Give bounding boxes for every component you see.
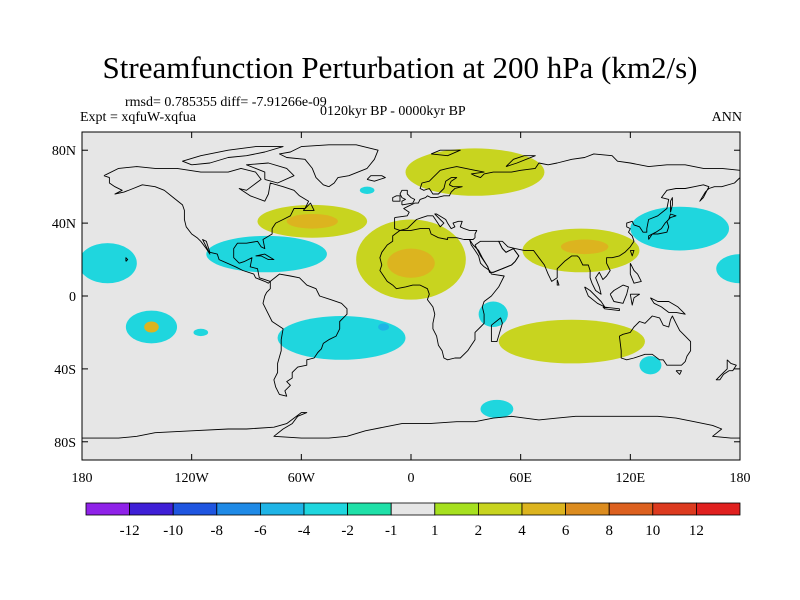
x-tick-label: 120W bbox=[175, 471, 210, 486]
contour-southern-ocean-low bbox=[480, 399, 514, 419]
colorbar-swatch bbox=[85, 502, 130, 516]
svalbard-coastline bbox=[430, 149, 461, 157]
contour-australia-low bbox=[639, 356, 662, 375]
colorbar-label: -4 bbox=[298, 523, 311, 539]
colorbar-label: -1 bbox=[385, 523, 398, 539]
y-tick-label: 40S bbox=[54, 363, 76, 378]
chart-title: Streamfunction Perturbation at 200 hPa (… bbox=[102, 50, 698, 85]
tasmania-coastline bbox=[675, 370, 682, 375]
sri-lanka-coastline bbox=[556, 279, 560, 286]
new-zealand-coastline bbox=[715, 359, 737, 381]
contour-west-pacific-low bbox=[630, 206, 730, 251]
experiment-label: Expt = xqfuW-xqfua bbox=[80, 110, 196, 125]
new-guinea-coastline bbox=[650, 297, 686, 315]
x-tick-label: 0 bbox=[408, 471, 415, 486]
colorbar-label: -10 bbox=[163, 523, 183, 539]
colorbar-swatch bbox=[216, 502, 261, 516]
period-label: 0120kyr BP - 0000kyr BP bbox=[320, 104, 466, 119]
colorbar-swatch bbox=[434, 502, 479, 516]
java-coastline bbox=[602, 306, 620, 312]
colorbar-swatch bbox=[696, 502, 741, 516]
x-tick-label: 60E bbox=[509, 471, 532, 486]
iceland-coastline bbox=[366, 175, 386, 182]
contour-southern-indian-ocean-high bbox=[498, 319, 645, 364]
colorbar-swatch bbox=[608, 502, 654, 516]
sakhalin-coastline bbox=[670, 197, 673, 213]
philippines-coastline bbox=[629, 262, 642, 284]
colorbar-swatch bbox=[347, 502, 392, 516]
eurasia-coastline bbox=[394, 153, 740, 295]
y-tick-label: 40N bbox=[52, 217, 76, 232]
arabia-coastline bbox=[474, 240, 520, 273]
x-tick-label: 180 bbox=[72, 471, 93, 486]
colorbar-swatch bbox=[259, 502, 305, 516]
colorbar: -12 -10 -8 -6 -4 -2 -1 1 2 4 6 8 10 12 bbox=[85, 502, 741, 539]
y-tick-label: 0 bbox=[69, 290, 76, 305]
colorbar-swatch bbox=[521, 502, 566, 516]
ireland-coastline bbox=[392, 195, 401, 202]
colorbar-label: -8 bbox=[211, 523, 224, 539]
colorbar-swatch bbox=[129, 502, 174, 516]
newfoundland-coastline bbox=[302, 202, 315, 211]
baffin-island-coastline bbox=[246, 162, 295, 184]
contour-south-atlantic-low-core bbox=[378, 323, 390, 331]
colorbar-swatch bbox=[303, 502, 348, 516]
contour-central-pacific-low bbox=[82, 243, 137, 284]
stats-text: rmsd= 0.785355 diff= -7.91266e-09 bbox=[125, 95, 327, 110]
colorbar-label: 6 bbox=[562, 523, 570, 539]
contour-layer bbox=[82, 148, 740, 419]
borneo-coastline bbox=[609, 284, 629, 304]
colorbar-swatch bbox=[172, 502, 218, 516]
colorbar-swatch bbox=[477, 502, 523, 516]
contour-northeast-pacific-low bbox=[716, 254, 740, 284]
x-tick-label: 180 bbox=[730, 471, 751, 486]
colorbar-label: 10 bbox=[645, 523, 660, 539]
colorbar-label: -6 bbox=[254, 523, 267, 539]
colorbar-swatch bbox=[390, 502, 436, 516]
contour-south-asia-high-core bbox=[560, 239, 609, 255]
novaya-zemlya-coastline bbox=[505, 155, 536, 168]
arctic-islands-coastline bbox=[182, 146, 284, 166]
contour-north-africa-high-core bbox=[387, 248, 435, 278]
uk-coastline bbox=[399, 189, 416, 206]
madagascar-coastline bbox=[490, 317, 503, 343]
contour-south-pacific-high-core bbox=[144, 321, 159, 333]
south-america-coastline bbox=[262, 273, 348, 397]
colorbar-label: 8 bbox=[605, 523, 613, 539]
colorbar-swatch bbox=[652, 502, 697, 516]
contour-pacific-small-low bbox=[193, 328, 209, 337]
x-tick-label: 120E bbox=[616, 471, 646, 486]
taiwan-coastline bbox=[629, 249, 635, 257]
contour-north-atlantic-small-low bbox=[359, 186, 375, 194]
greenland-coastline bbox=[278, 144, 379, 188]
sulawesi-coastline bbox=[629, 293, 640, 306]
africa-coastline bbox=[379, 228, 505, 361]
contour-east-africa-low bbox=[478, 301, 508, 327]
x-tick-label: 60W bbox=[288, 471, 316, 486]
contour-south-atlantic-low bbox=[277, 316, 406, 360]
contour-north-atlantic-high-core bbox=[286, 214, 338, 229]
coastline-layer bbox=[82, 144, 740, 439]
contour-north-atlantic-scandinavia-high bbox=[405, 148, 545, 196]
y-tick-label: 80S bbox=[54, 436, 76, 451]
north-america-coastline bbox=[103, 166, 310, 284]
colorbar-label: 4 bbox=[518, 523, 526, 539]
colorbar-swatch bbox=[565, 502, 610, 516]
colorbar-label: 1 bbox=[431, 523, 439, 539]
axes-layer: 180 120W 60W 0 60E 120E 180 80N 40N 0 40S 80S bbox=[52, 132, 751, 486]
japan-coastline bbox=[648, 213, 677, 240]
colorbar-label: -2 bbox=[341, 523, 354, 539]
colorbar-label: 12 bbox=[689, 523, 704, 539]
season-label: ANN bbox=[711, 110, 742, 125]
contour-caribbean-low bbox=[206, 235, 327, 273]
cuba-coastline bbox=[255, 253, 275, 261]
y-tick-label: 80N bbox=[52, 144, 76, 159]
hawaii-coastline bbox=[125, 257, 129, 262]
australia-coastline bbox=[618, 315, 692, 366]
colorbar-label: 2 bbox=[475, 523, 483, 539]
antarctica-coastline bbox=[82, 412, 740, 439]
colorbar-label: -12 bbox=[120, 523, 140, 539]
